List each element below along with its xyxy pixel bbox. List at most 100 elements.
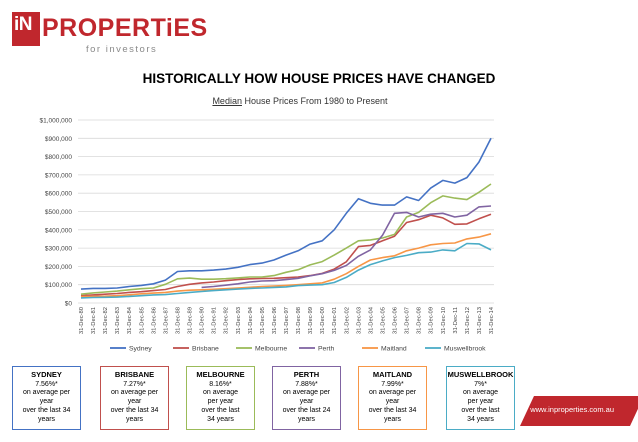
series-line-brisbane bbox=[80, 213, 492, 297]
x-tick-label: 31-Dec-04 bbox=[368, 306, 374, 334]
x-tick-label: 31-Dec-83 bbox=[115, 307, 121, 334]
x-tick-label: 31-Dec-11 bbox=[453, 307, 459, 334]
x-tick-label: 31-Dec-99 bbox=[308, 307, 314, 334]
x-tick-label: 31-Dec-96 bbox=[272, 307, 278, 334]
chart-title-underlined: Median bbox=[212, 96, 242, 106]
growth-description: per year bbox=[207, 398, 234, 405]
website-url[interactable]: www.inproperties.com.au bbox=[530, 405, 614, 414]
growth-description: over the last 24 bbox=[282, 407, 331, 414]
x-tick-label: 31-Dec-95 bbox=[260, 307, 266, 334]
city-box-muswellbrook: MUSWELLBROOK 7%* on average per year over th… bbox=[446, 366, 515, 430]
x-tick-label: 31-Dec-05 bbox=[380, 307, 386, 334]
y-tick-label: $0 bbox=[65, 301, 73, 308]
city-name: MELBOURNE bbox=[196, 370, 245, 379]
x-tick-label: 31-Dec-85 bbox=[139, 307, 145, 334]
legend-label-maitland: Maitland bbox=[381, 346, 407, 353]
growth-description: 34 years bbox=[207, 416, 234, 423]
logo-tagline: for investors bbox=[86, 44, 158, 55]
growth-description: per year bbox=[467, 398, 494, 405]
series-line-maitland bbox=[80, 233, 492, 298]
x-tick-label: 31-Dec-94 bbox=[248, 306, 254, 334]
x-tick-label: 31-Dec-87 bbox=[163, 307, 169, 334]
growth-description: year bbox=[299, 398, 314, 405]
line-chart: $0 $100,000 $200,000 $300,000 $400,000 $500,0… bbox=[39, 118, 495, 353]
x-tick-label: 31-Dec-09 bbox=[429, 307, 435, 334]
city-box-brisbane: BRISBANE 7.27%* on average per year over the… bbox=[100, 366, 169, 430]
logo-mark bbox=[12, 12, 40, 46]
x-tick-label: 31-Dec-03 bbox=[356, 307, 362, 334]
legend-label-perth: Perth bbox=[318, 346, 334, 353]
x-tick-label: 31-Dec-93 bbox=[236, 307, 242, 334]
growth-description: on average per bbox=[282, 389, 331, 396]
x-tick-label: 31-Dec-06 bbox=[393, 307, 399, 334]
growth-description: over the last 34 bbox=[22, 407, 71, 414]
growth-description: year bbox=[127, 398, 142, 405]
x-tick-label: 31-Dec-88 bbox=[175, 307, 181, 334]
growth-description: over the last bbox=[461, 407, 500, 414]
growth-rate: 7.27%* bbox=[123, 381, 146, 388]
growth-description: over the last bbox=[201, 407, 240, 414]
y-tick-label: $600,000 bbox=[45, 191, 72, 198]
chart-title-rest: House Prices From 1980 to Present bbox=[241, 96, 388, 106]
x-tick-label: 31-Dec-97 bbox=[284, 307, 290, 334]
x-tick-label: 31-Dec-90 bbox=[200, 307, 206, 334]
x-tick-label: 31-Dec-91 bbox=[212, 307, 218, 334]
city-name: PERTH bbox=[293, 370, 320, 379]
growth-description: over the last 34 bbox=[368, 407, 417, 414]
city-name: MAITLAND bbox=[372, 370, 413, 379]
y-tick-label: $900,000 bbox=[45, 136, 72, 143]
x-tick-label: 31-Dec-82 bbox=[103, 307, 109, 334]
x-tick-label: 31-Dec-81 bbox=[91, 307, 97, 334]
city-name: SYDNEY bbox=[31, 370, 62, 379]
growth-description: years bbox=[37, 416, 56, 423]
y-tick-label: $1,000,000 bbox=[39, 118, 72, 125]
x-tick-label: 31-Dec-07 bbox=[405, 307, 411, 334]
growth-rate: 8.16%* bbox=[209, 381, 232, 388]
x-tick-label: 31-Dec-84 bbox=[127, 306, 133, 334]
growth-description: years bbox=[383, 416, 402, 423]
city-box-perth: PERTH 7.88%* on average per year over the la… bbox=[272, 366, 341, 430]
x-tick-label: 31-Dec-12 bbox=[465, 307, 471, 334]
series-line-sydney bbox=[80, 137, 492, 290]
growth-rate: 7.88%* bbox=[295, 381, 318, 388]
x-tick-label: 31-Dec-89 bbox=[188, 307, 194, 334]
city-name: MUSWELLBROOK bbox=[447, 370, 514, 379]
y-tick-label: $700,000 bbox=[45, 172, 72, 179]
growth-description: on average bbox=[462, 389, 499, 396]
x-tick-label: 31-Dec-92 bbox=[224, 307, 230, 334]
city-box-sydney: SYDNEY 7.56%* on average per year over the l… bbox=[12, 366, 81, 430]
growth-rate: 7%* bbox=[474, 381, 487, 388]
logo-name: PROPERTiES bbox=[42, 14, 208, 42]
city-box-maitland: MAITLAND 7.99%* on average per year over the… bbox=[358, 366, 427, 430]
series-line-muswellbrook bbox=[80, 242, 492, 299]
growth-description: years bbox=[125, 416, 144, 423]
city-name: BRISBANE bbox=[114, 370, 155, 379]
x-tick-label: 31-Dec-13 bbox=[477, 307, 483, 334]
x-tick-label: 31-Dec-01 bbox=[332, 307, 338, 334]
growth-description: on average per bbox=[110, 389, 159, 396]
y-tick-label: $100,000 bbox=[45, 282, 72, 289]
y-tick-label: $400,000 bbox=[45, 227, 72, 234]
x-tick-label: 31-Dec-10 bbox=[441, 307, 447, 334]
company-logo: iN PROPERTiES for investors bbox=[12, 4, 207, 62]
chart-title: Median House Prices From 1980 to Present bbox=[0, 96, 600, 106]
x-tick-label: 31-Dec-02 bbox=[344, 307, 350, 334]
city-growth-boxes: SYDNEY 7.56%* on average per year over the l… bbox=[0, 366, 638, 436]
city-box-melbourne: MELBOURNE 8.16%* on average per year over th… bbox=[186, 366, 255, 430]
y-tick-label: $500,000 bbox=[45, 209, 72, 216]
growth-description: over the last 34 bbox=[110, 407, 159, 414]
series-line-melbourne bbox=[80, 183, 492, 295]
growth-description: 34 years bbox=[467, 416, 494, 423]
growth-rate: 7.99%* bbox=[381, 381, 404, 388]
growth-description: on average bbox=[202, 389, 239, 396]
y-tick-label: $300,000 bbox=[45, 246, 72, 253]
x-tick-label: 31-Dec-08 bbox=[417, 307, 423, 334]
y-tick-label: $200,000 bbox=[45, 264, 72, 271]
legend-label-brisbane: Brisbane bbox=[192, 346, 219, 353]
x-tick-label: 31-Dec-86 bbox=[151, 307, 157, 334]
growth-description: year bbox=[39, 398, 54, 405]
series-line-perth bbox=[201, 205, 492, 289]
growth-rate: 7.56%* bbox=[35, 381, 58, 388]
growth-description: years bbox=[297, 416, 316, 423]
growth-description: on average per bbox=[22, 389, 71, 396]
